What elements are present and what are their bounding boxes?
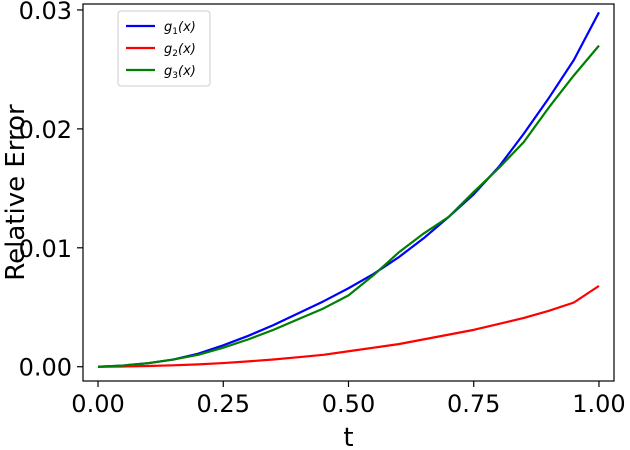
x-tick-label: 0.75 <box>447 390 500 418</box>
y-axis-ticks: 0.00 0.01 0.02 0.03 <box>19 0 83 382</box>
x-tick-label: 0.25 <box>197 390 250 418</box>
series-line-2 <box>98 284 600 368</box>
plot-lines <box>97 11 600 368</box>
legend-box <box>117 10 211 87</box>
x-axis-ticks: 0.00 0.25 0.50 0.75 1.00 <box>71 381 626 418</box>
y-axis-title: Relative Error <box>1 104 31 281</box>
x-tick-label: 1.00 <box>572 390 625 418</box>
legend-entry-3: g3(x) <box>164 64 196 81</box>
x-tick-label: 0.50 <box>322 390 375 418</box>
y-tick-label: 0.03 <box>19 0 72 25</box>
series-line-3 <box>97 44 600 368</box>
y-tick-label: 0.02 <box>19 116 72 144</box>
legend-entry-2: g2(x) <box>164 42 196 59</box>
y-tick-label: 0.00 <box>19 354 72 382</box>
y-tick-label: 0.01 <box>19 235 72 263</box>
legend: g1(x) g2(x) g3(x) <box>117 10 211 87</box>
x-tick-label: 0.00 <box>71 390 124 418</box>
legend-entry-1: g1(x) <box>164 20 196 37</box>
x-axis-title: t <box>343 423 353 450</box>
